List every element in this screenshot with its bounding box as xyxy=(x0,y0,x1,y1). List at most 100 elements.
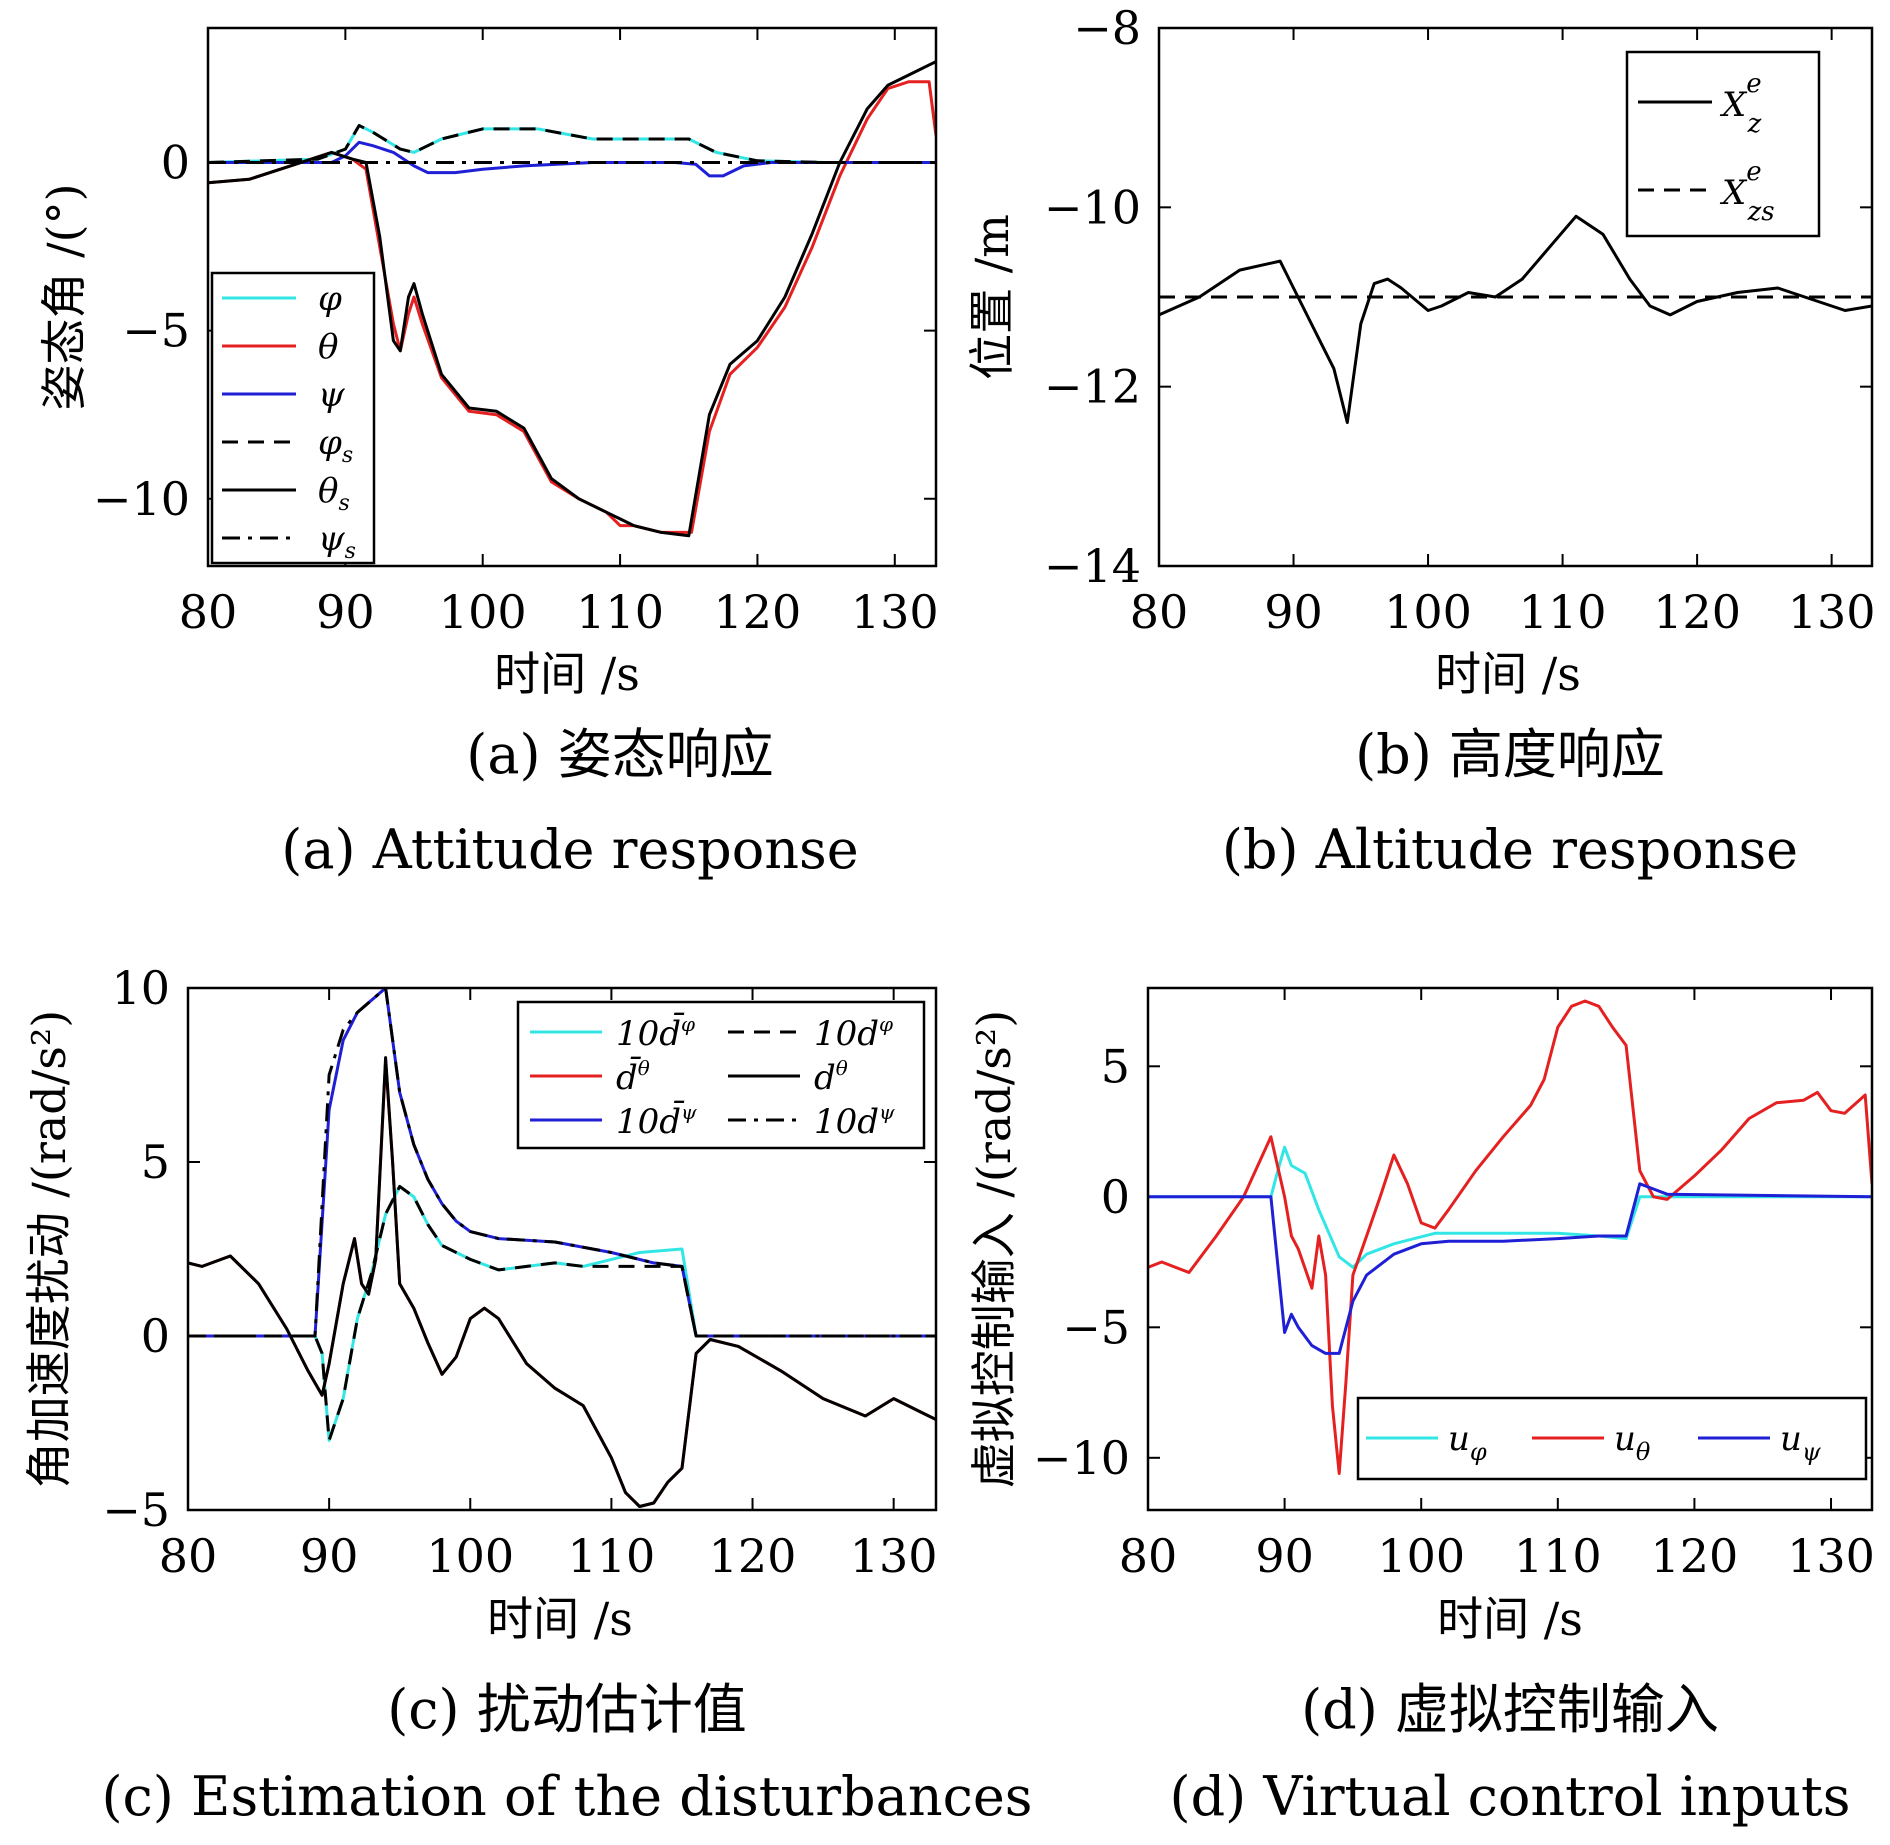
x-axis-label: 时间 /s xyxy=(487,1592,633,1646)
caption-cn: (c) 扰动估计值 xyxy=(387,1678,747,1741)
legend-superscript: θ xyxy=(638,1056,650,1080)
legend-symbol: θ xyxy=(318,471,338,511)
x-tick-label: 90 xyxy=(316,585,375,639)
legend-subscript: s xyxy=(338,491,349,516)
series-line-3 xyxy=(208,124,936,164)
legend-symbol: 10d̄ xyxy=(616,1012,685,1054)
caption-en: (a) Attitude response xyxy=(281,818,858,881)
legend-box xyxy=(1625,50,1821,238)
legend-superscript: ψ xyxy=(681,1100,697,1124)
legend-superscript: e xyxy=(1746,157,1761,187)
legend: uφ uθ uψ xyxy=(1356,1396,1868,1481)
y-tick-label: 0 xyxy=(141,1309,170,1363)
x-tick-label: 110 xyxy=(576,585,664,639)
x-tick-label: 120 xyxy=(709,1529,797,1583)
legend-subscript: zs xyxy=(1747,197,1775,227)
plot-frame xyxy=(206,26,938,568)
legend-subscript: θ xyxy=(1636,1438,1651,1466)
legend-symbol: ψ xyxy=(318,519,345,559)
x-tick-label: 100 xyxy=(439,585,527,639)
x-tick-label: 80 xyxy=(1119,1529,1178,1583)
y-tick-label: 5 xyxy=(1101,1039,1130,1093)
legend-label: Xe z xyxy=(1719,69,1762,139)
caption-cn: (b) 高度响应 xyxy=(1355,723,1665,786)
legend-subscript: φ xyxy=(1470,1438,1487,1466)
legend-symbol: d̄ xyxy=(616,1056,641,1098)
legend-superscript: ψ xyxy=(879,1100,895,1124)
x-tick-label: 110 xyxy=(1514,1529,1602,1583)
legend-label: φ xyxy=(318,279,342,319)
plot-frame xyxy=(1146,986,1874,1512)
chart-panel-c: 80 90 100 110 120 130 10 5 0 −5 时间 /s 角加速度扰动 /(rad/… xyxy=(22,961,1033,1828)
y-tick-label: −5 xyxy=(122,304,190,358)
y-tick-label: −12 xyxy=(1044,360,1141,414)
series-group xyxy=(208,60,936,538)
legend-symbol: 10d̄ xyxy=(616,1100,685,1142)
caption-cn: (a) 姿态响应 xyxy=(466,723,774,786)
legend-label: 10d̄ψ xyxy=(616,1100,697,1142)
legend-label: θs xyxy=(318,471,350,516)
series-line-3 xyxy=(188,1184,936,1442)
legend-subscript: s xyxy=(345,539,356,564)
legend-subscript: ψ xyxy=(1802,1438,1822,1466)
x-tick-label: 90 xyxy=(300,1529,359,1583)
legend-symbol: 10d xyxy=(814,1102,879,1142)
y-tick-label: −5 xyxy=(102,1483,170,1537)
series-line-4 xyxy=(208,60,936,538)
legend-label: uφ xyxy=(1448,1419,1487,1466)
x-tick-label: 130 xyxy=(851,585,939,639)
series-line-2 xyxy=(208,140,936,178)
x-tick-label: 130 xyxy=(1787,1529,1875,1583)
legend-superscript: φ xyxy=(879,1012,893,1036)
y-axis-label: 角加速度扰动 /(rad/s²) xyxy=(22,1010,76,1488)
x-tick-label: 80 xyxy=(179,585,238,639)
legend-box xyxy=(210,271,376,565)
legend-symbol: X xyxy=(1719,85,1748,125)
legend-subscript: s xyxy=(342,443,353,468)
legend-label: ψ xyxy=(318,375,345,415)
legend-label: ψs xyxy=(318,519,356,564)
legend-label: 10dψ xyxy=(814,1100,895,1142)
chart-panel-b: 80 90 100 110 120 130 −8 −10 −12 −14 时间 /s 位置 /m (b)… xyxy=(965,1,1876,881)
legend-symbol: 10d xyxy=(814,1014,879,1054)
legend-box xyxy=(1356,1396,1868,1481)
y-tick-label: −10 xyxy=(93,472,190,526)
caption-en: (b) Altitude response xyxy=(1222,818,1798,881)
series-line-1 xyxy=(1148,999,1872,1475)
x-tick-label: 80 xyxy=(159,1529,218,1583)
legend-symbol: u xyxy=(1448,1419,1470,1459)
chart-panel-d: 80 90 100 110 120 130 5 0 −5 −10 时间 /s 虚拟控制输入 /(rad… xyxy=(967,986,1875,1828)
legend-symbol: ψ xyxy=(318,375,345,415)
legend-symbol: θ xyxy=(318,327,338,367)
y-tick-label: −10 xyxy=(1033,1431,1130,1485)
legend-symbol: φ xyxy=(318,423,342,463)
x-tick-label: 120 xyxy=(714,585,802,639)
x-tick-label: 110 xyxy=(1519,585,1607,639)
x-tick-label: 100 xyxy=(1384,585,1472,639)
y-tick-label: 5 xyxy=(141,1135,170,1189)
plot-frame xyxy=(1157,26,1874,568)
x-axis-label: 时间 /s xyxy=(1435,647,1581,701)
x-tick-label: 80 xyxy=(1130,585,1189,639)
legend-symbol: u xyxy=(1780,1419,1802,1459)
series-group xyxy=(1159,214,1872,424)
legend-superscript: φ xyxy=(681,1012,695,1036)
series-line-2 xyxy=(1148,1182,1872,1355)
y-axis-label: 虚拟控制输入 /(rad/s²) xyxy=(967,1010,1021,1488)
x-tick-label: 120 xyxy=(1651,1529,1739,1583)
y-tick-label: −8 xyxy=(1073,1,1141,55)
series-group xyxy=(1148,999,1872,1475)
legend-label: d̄θ xyxy=(616,1056,650,1098)
legend-symbol: X xyxy=(1719,173,1748,213)
legend-subscript: z xyxy=(1747,109,1762,139)
y-tick-label: −10 xyxy=(1044,180,1141,234)
x-axis-label: 时间 /s xyxy=(1437,1592,1583,1646)
series-group xyxy=(188,988,936,1508)
x-tick-label: 110 xyxy=(567,1529,655,1583)
legend-label: uθ xyxy=(1614,1419,1651,1466)
series-line-2 xyxy=(188,988,936,1338)
legend-symbol: u xyxy=(1614,1419,1636,1459)
series-line-0 xyxy=(1159,214,1872,424)
